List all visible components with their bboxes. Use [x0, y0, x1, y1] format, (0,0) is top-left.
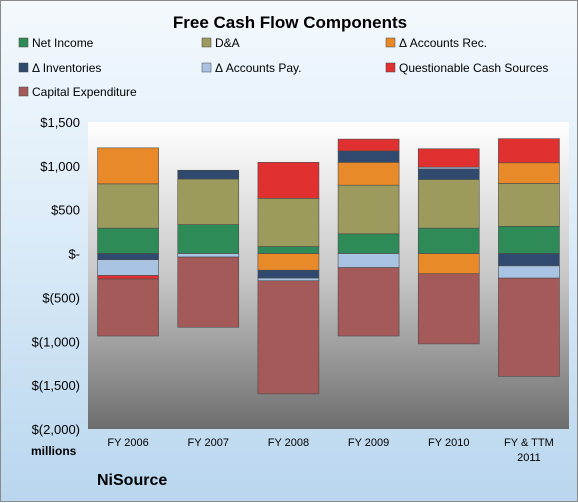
bar-segment-capital-expenditure: [498, 277, 560, 377]
legend: Net Income D&A Δ Accounts Rec. Δ Inventorie…: [18, 36, 548, 99]
bar-segment-delta-inventories: [257, 269, 320, 279]
bar-segment-questionable-cash-sources: [417, 148, 480, 168]
bar-segment-danda: [498, 183, 560, 227]
company-name: NiSource: [97, 472, 168, 489]
bar-segment-delta-inventories: [337, 150, 400, 163]
bar-segment-delta-inventories: [498, 253, 560, 267]
legend-swatch-net-income: [18, 37, 29, 48]
y-axis: $1,500 $1,000 $500 $- $(500) $(1,000) $(1,500)…: [32, 115, 80, 437]
legend-swatch-capital-expenditure: [18, 86, 29, 97]
bar-segment-delta-accounts-rec: [337, 162, 400, 186]
x-axis: FY 2006 FY 2007 FY 2008 FY 2009 FY 2010 FY & …: [107, 437, 553, 464]
bar-segment-delta-inventories: [417, 168, 480, 180]
legend-label-questionable-cash-sources: Questionable Cash Sources: [399, 61, 548, 75]
bar-segment-net-income: [498, 226, 560, 254]
bar-segment-delta-accounts-rec: [97, 147, 159, 185]
y-tick-label: $1,500: [40, 115, 80, 130]
bar-segment-questionable-cash-sources: [337, 138, 400, 152]
bar-segment-delta-accounts-pay: [257, 277, 320, 282]
bar-segment-delta-inventories: [177, 169, 240, 180]
bar-segment-delta-accounts-pay: [337, 253, 400, 268]
bar-segment-delta-inventories: [97, 253, 159, 261]
bar-segment-capital-expenditure: [417, 273, 480, 345]
y-tick-label: $(2,000): [32, 422, 80, 437]
y-tick-label: $-: [68, 247, 80, 262]
bar-segment-net-income: [337, 233, 400, 254]
y-tick-label: $(500): [42, 290, 80, 305]
bar-segment-questionable-cash-sources: [498, 138, 560, 164]
bar-segment-danda: [177, 178, 240, 225]
bar-segment-net-income: [257, 246, 320, 254]
bar-segment-delta-accounts-rec: [417, 253, 480, 275]
bar-segment-delta-accounts-pay: [498, 265, 560, 279]
bar-segment-delta-accounts-pay: [97, 259, 159, 276]
legend-label-net-income: Net Income: [32, 36, 94, 50]
legend-label-capital-expenditure: Capital Expenditure: [32, 85, 137, 99]
bar-segment-delta-accounts-pay: [177, 253, 240, 258]
x-category-label: FY 2008: [268, 437, 309, 449]
bar-segment-questionable-cash-sources: [257, 162, 320, 199]
x-category-label: FY & TTM 2011: [504, 437, 554, 464]
legend-swatch-questionable-cash-sources: [385, 62, 396, 73]
bar-segment-net-income: [417, 227, 480, 254]
bar-segment-questionable-cash-sources: [97, 275, 159, 280]
bar-segment-capital-expenditure: [337, 267, 400, 337]
bar-segment-delta-accounts-rec: [257, 253, 320, 271]
x-category-label: FY 2006: [107, 437, 148, 449]
y-tick-label: $1,000: [40, 159, 80, 174]
legend-label-delta-accounts-pay: Δ Accounts Pay.: [215, 61, 302, 75]
y-tick-label: $(1,500): [32, 378, 80, 393]
legend-swatch-delta-inventories: [18, 62, 29, 73]
x-category-label: FY 2009: [348, 437, 389, 449]
legend-label-danda: D&A: [215, 36, 240, 50]
y-tick-label: $500: [51, 203, 80, 218]
bar-segment-capital-expenditure: [257, 280, 320, 395]
legend-label-delta-inventories: Δ Inventories: [32, 61, 101, 75]
y-tick-label: $(1,000): [32, 334, 80, 349]
bar-segment-danda: [417, 179, 480, 229]
bar-segment-capital-expenditure: [97, 278, 159, 337]
plot-area: [88, 122, 569, 429]
bar-segment-net-income: [177, 224, 240, 254]
bar-segment-danda: [337, 184, 400, 235]
bar-segment-danda: [97, 183, 159, 229]
bars: [97, 138, 560, 395]
bar-segment-capital-expenditure: [177, 256, 240, 328]
bar-segment-danda: [257, 198, 320, 247]
bar-segment-delta-accounts-rec: [498, 162, 560, 184]
units-label: millions: [31, 444, 77, 458]
x-category-label: FY 2010: [428, 437, 469, 449]
legend-swatch-danda: [201, 37, 212, 48]
x-category-label: FY 2007: [188, 437, 229, 449]
legend-swatch-delta-accounts-pay: [201, 62, 212, 73]
legend-label-delta-accounts-rec: Δ Accounts Rec.: [399, 36, 487, 50]
legend-swatch-delta-accounts-rec: [385, 37, 396, 48]
chart-title: Free Cash Flow Components: [172, 13, 408, 32]
bar-segment-net-income: [97, 227, 159, 254]
